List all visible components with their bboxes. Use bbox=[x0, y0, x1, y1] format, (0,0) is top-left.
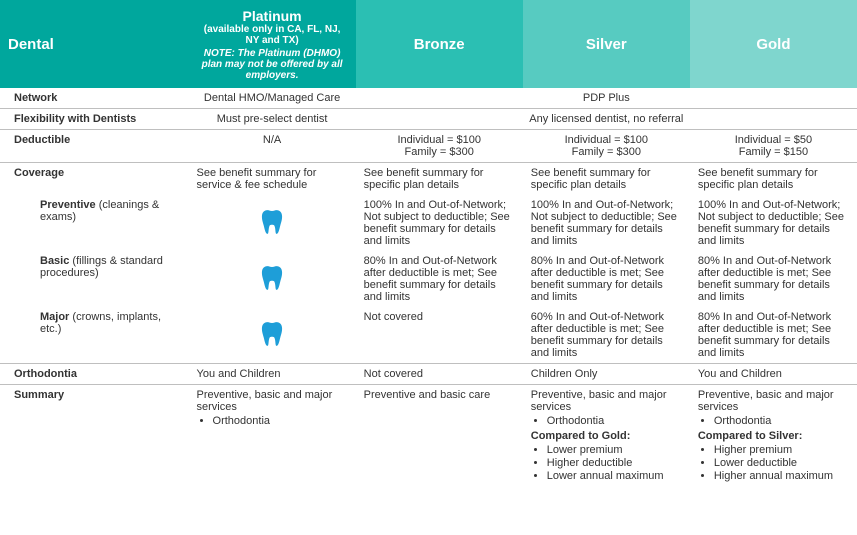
tooth-icon bbox=[261, 282, 283, 294]
cell-network-pdp: PDP Plus bbox=[356, 88, 857, 109]
row-flexibility: Flexibility with Dentists Must pre-selec… bbox=[0, 109, 857, 130]
cell-major-silver: 60% In and Out-of-Network after deductib… bbox=[523, 307, 690, 364]
label-coverage: Coverage bbox=[0, 163, 189, 196]
row-deductible: Deductible N/A Individual = $100 Family … bbox=[0, 130, 857, 163]
header-row: Dental Platinum (available only in CA, F… bbox=[0, 0, 857, 88]
cell-basic-gold: 80% In and Out-of-Network after deductib… bbox=[690, 251, 857, 307]
header-platinum: Platinum (available only in CA, FL, NJ, … bbox=[189, 0, 356, 88]
cell-basic-platinum bbox=[189, 251, 356, 307]
header-bronze: Bronze bbox=[356, 0, 523, 88]
cell-coverage-gold: See benefit summary for specific plan de… bbox=[690, 163, 857, 196]
row-network: Network Dental HMO/Managed Care PDP Plus bbox=[0, 88, 857, 109]
label-network: Network bbox=[0, 88, 189, 109]
label-summary: Summary bbox=[0, 385, 189, 488]
row-coverage: Coverage See benefit summary for service… bbox=[0, 163, 857, 196]
row-preventive: Preventive (cleanings & exams) 100% In a… bbox=[0, 195, 857, 251]
dental-plan-comparison-table: Dental Platinum (available only in CA, F… bbox=[0, 0, 857, 487]
cell-summary-bronze: Preventive and basic care bbox=[356, 385, 523, 488]
row-orthodontia: Orthodontia You and Children Not covered… bbox=[0, 364, 857, 385]
tooth-icon bbox=[261, 226, 283, 238]
cell-summary-platinum: Preventive, basic and major services Ort… bbox=[189, 385, 356, 488]
label-preventive: Preventive (cleanings & exams) bbox=[0, 195, 189, 251]
label-deductible: Deductible bbox=[0, 130, 189, 163]
header-gold: Gold bbox=[690, 0, 857, 88]
cell-ortho-silver: Children Only bbox=[523, 364, 690, 385]
cell-deductible-bronze: Individual = $100 Family = $300 bbox=[356, 130, 523, 163]
label-major: Major (crowns, implants, etc.) bbox=[0, 307, 189, 364]
row-basic: Basic (fillings & standard procedures) 8… bbox=[0, 251, 857, 307]
header-dental: Dental bbox=[0, 0, 189, 88]
cell-network-platinum: Dental HMO/Managed Care bbox=[189, 88, 356, 109]
label-basic: Basic (fillings & standard procedures) bbox=[0, 251, 189, 307]
label-orthodontia: Orthodontia bbox=[0, 364, 189, 385]
cell-ortho-platinum: You and Children bbox=[189, 364, 356, 385]
cell-summary-gold: Preventive, basic and major services Ort… bbox=[690, 385, 857, 488]
header-silver: Silver bbox=[523, 0, 690, 88]
cell-deductible-silver: Individual = $100 Family = $300 bbox=[523, 130, 690, 163]
cell-deductible-gold: Individual = $50 Family = $150 bbox=[690, 130, 857, 163]
cell-preventive-platinum bbox=[189, 195, 356, 251]
label-flexibility: Flexibility with Dentists bbox=[0, 109, 189, 130]
cell-deductible-platinum: N/A bbox=[189, 130, 356, 163]
cell-major-bronze: Not covered bbox=[356, 307, 523, 364]
cell-basic-silver: 80% In and Out-of-Network after deductib… bbox=[523, 251, 690, 307]
row-major: Major (crowns, implants, etc.) Not cover… bbox=[0, 307, 857, 364]
cell-ortho-gold: You and Children bbox=[690, 364, 857, 385]
cell-preventive-bronze: 100% In and Out-of-Network; Not subject … bbox=[356, 195, 523, 251]
cell-ortho-bronze: Not covered bbox=[356, 364, 523, 385]
cell-preventive-gold: 100% In and Out-of-Network; Not subject … bbox=[690, 195, 857, 251]
cell-coverage-bronze: See benefit summary for specific plan de… bbox=[356, 163, 523, 196]
cell-major-platinum bbox=[189, 307, 356, 364]
cell-coverage-silver: See benefit summary for specific plan de… bbox=[523, 163, 690, 196]
row-summary: Summary Preventive, basic and major serv… bbox=[0, 385, 857, 488]
cell-basic-bronze: 80% In and Out-of-Network after deductib… bbox=[356, 251, 523, 307]
cell-major-gold: 80% In and Out-of-Network after deductib… bbox=[690, 307, 857, 364]
cell-flex-any: Any licensed dentist, no referral bbox=[356, 109, 857, 130]
cell-coverage-platinum: See benefit summary for service & fee sc… bbox=[189, 163, 356, 196]
cell-summary-silver: Preventive, basic and major services Ort… bbox=[523, 385, 690, 488]
tooth-icon bbox=[261, 338, 283, 350]
cell-flex-platinum: Must pre-select dentist bbox=[189, 109, 356, 130]
cell-preventive-silver: 100% In and Out-of-Network; Not subject … bbox=[523, 195, 690, 251]
